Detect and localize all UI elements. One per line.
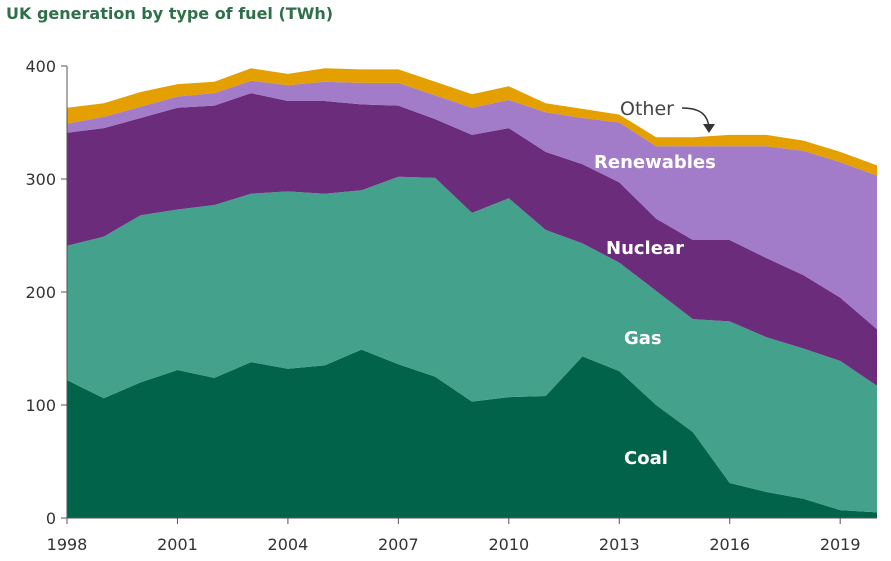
annotation-coal: Coal xyxy=(624,448,668,469)
annotation-nuclear: Nuclear xyxy=(606,238,684,259)
x-tick-label: 2019 xyxy=(820,535,861,554)
x-tick-label: 1998 xyxy=(47,535,88,554)
areas-group xyxy=(67,68,877,518)
annotation-renewables: Renewables xyxy=(594,152,716,173)
x-tick-label: 2004 xyxy=(268,535,309,554)
annotation-gas: Gas xyxy=(624,328,662,349)
x-ticks-group: 1998 2001 2004 2007 2010 2013 2016 2019 xyxy=(47,518,861,554)
x-tick-label: 2013 xyxy=(599,535,640,554)
y-tick-label: 400 xyxy=(25,57,56,76)
x-tick-label: 2010 xyxy=(488,535,529,554)
annotation-other-arrowhead xyxy=(703,124,715,133)
area-renewables xyxy=(67,80,877,330)
y-tick-label: 0 xyxy=(46,509,56,528)
area-gas xyxy=(67,176,877,513)
y-ticks-group: 0 100 200 300 400 xyxy=(25,57,67,528)
area-labels-group: Other Renewables Nuclear Gas Coal xyxy=(594,98,716,469)
area-coal xyxy=(67,349,877,518)
x-tick-label: 2001 xyxy=(157,535,198,554)
y-tick-label: 200 xyxy=(25,283,56,302)
area-nuclear xyxy=(67,93,877,386)
annotation-other: Other xyxy=(620,98,674,120)
y-tick-label: 300 xyxy=(25,170,56,189)
x-tick-label: 2016 xyxy=(709,535,750,554)
chart-title: UK generation by type of fuel (TWh) xyxy=(6,4,334,23)
y-tick-label: 100 xyxy=(25,396,56,415)
x-tick-label: 2007 xyxy=(378,535,419,554)
